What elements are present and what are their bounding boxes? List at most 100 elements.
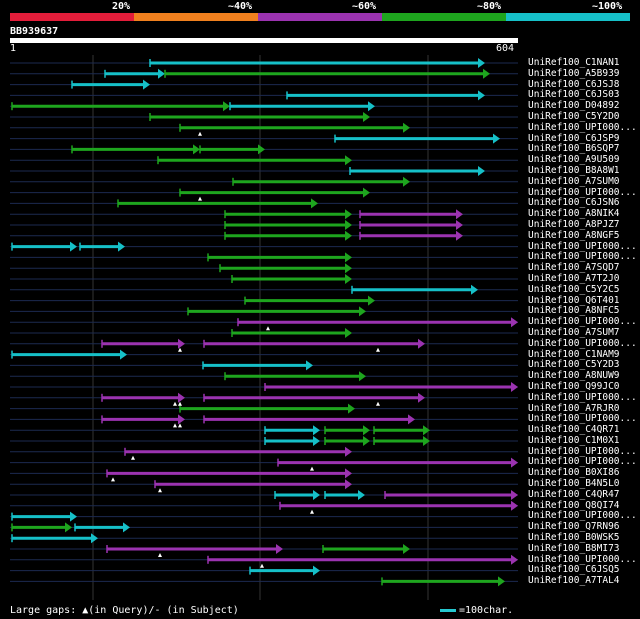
segment-arrow bbox=[223, 101, 230, 112]
hit-link[interactable]: UniRef100_C1NAN1 bbox=[528, 57, 620, 68]
hit-link[interactable]: UniRef100_UPI000... bbox=[528, 121, 637, 133]
hit-link[interactable]: UniRef100_UPI000... bbox=[528, 337, 637, 349]
query-start: 1 bbox=[10, 43, 17, 54]
hit-link[interactable]: UniRef100_UPI000... bbox=[528, 413, 637, 425]
hit-link[interactable]: UniRef100_A9U509 bbox=[528, 154, 620, 166]
hit-link[interactable]: UniRef100_A8NUW9 bbox=[528, 370, 620, 382]
hit-link[interactable]: UniRef100_A7SUM7 bbox=[528, 326, 620, 338]
query-gap-marker bbox=[178, 423, 182, 428]
hit-link[interactable]: UniRef100_A8NFC5 bbox=[528, 305, 620, 317]
hit-link[interactable]: UniRef100_B6SQP7 bbox=[528, 143, 620, 155]
hit-link[interactable]: UniRef100_A7T2J0 bbox=[528, 272, 620, 284]
segment-arrow bbox=[363, 187, 370, 198]
query-gap-marker bbox=[310, 466, 314, 471]
query-gap-marker bbox=[131, 455, 135, 460]
hit-link[interactable]: UniRef100_A8PJZ7 bbox=[528, 218, 620, 230]
segment-arrow bbox=[313, 436, 320, 446]
segment-arrow bbox=[368, 295, 375, 306]
hit-link[interactable]: UniRef100_C1NAM9 bbox=[528, 348, 620, 360]
segment-arrow bbox=[345, 155, 352, 166]
segment-arrow bbox=[306, 360, 313, 371]
segment-arrow bbox=[363, 112, 370, 122]
hit-link[interactable]: UniRef100_Q7RN96 bbox=[528, 521, 620, 533]
segment-arrow bbox=[418, 392, 425, 403]
legend-band-100 bbox=[506, 13, 630, 21]
query-id: BB939637 bbox=[10, 26, 59, 37]
segment-arrow bbox=[423, 436, 430, 446]
hit-link[interactable]: UniRef100_D04892 bbox=[528, 100, 620, 112]
hit-link[interactable]: UniRef100_C5Y2D3 bbox=[528, 359, 620, 371]
segment-arrow bbox=[178, 338, 185, 349]
hit-link[interactable]: UniRef100_Q6T401 bbox=[528, 294, 620, 306]
segment-arrow bbox=[359, 371, 366, 382]
hit-link[interactable]: UniRef100_B0WSK5 bbox=[528, 532, 620, 544]
hit-link[interactable]: UniRef100_C1M0X1 bbox=[528, 434, 620, 446]
hit-link[interactable]: UniRef100_A8NIK4 bbox=[528, 208, 620, 220]
hit-link[interactable]: UniRef100_UPI000... bbox=[528, 510, 637, 522]
segment-arrow bbox=[178, 414, 185, 425]
hit-link[interactable]: UniRef100_B8A8W1 bbox=[528, 164, 620, 176]
hit-link[interactable]: UniRef100_A8NGF5 bbox=[528, 229, 620, 241]
segment-arrow bbox=[348, 403, 355, 414]
hit-link[interactable]: UniRef100_Q8QI74 bbox=[528, 499, 620, 511]
segment-arrow bbox=[403, 122, 410, 133]
hit-link[interactable]: UniRef100_C6JSQ5 bbox=[528, 564, 620, 576]
legend-band-60 bbox=[258, 13, 382, 21]
segment-arrow bbox=[511, 500, 518, 511]
segment-arrow bbox=[358, 490, 365, 500]
segment-arrow bbox=[498, 576, 505, 587]
segment-arrow bbox=[345, 209, 352, 220]
legend-label-60: ~60% bbox=[352, 1, 377, 12]
hit-link[interactable]: UniRef100_Q99JC0 bbox=[528, 380, 620, 392]
hit-link[interactable]: UniRef100_C6JS03 bbox=[528, 89, 620, 101]
hit-link[interactable]: UniRef100_UPI000... bbox=[528, 391, 637, 403]
segment-arrow bbox=[345, 230, 352, 241]
segment-arrow bbox=[423, 425, 430, 436]
segment-arrow bbox=[345, 468, 352, 479]
segment-arrow bbox=[143, 79, 150, 90]
hit-link[interactable]: UniRef100_A5B939 bbox=[528, 67, 620, 79]
hit-link[interactable]: UniRef100_C5Y2C5 bbox=[528, 283, 620, 295]
segment-arrow bbox=[91, 533, 98, 544]
query-gap-marker bbox=[173, 401, 177, 406]
hit-link[interactable]: UniRef100_B4N5L0 bbox=[528, 478, 620, 490]
segment-arrow bbox=[418, 338, 425, 349]
query-ruler bbox=[10, 38, 518, 43]
hit-link[interactable]: UniRef100_UPI000... bbox=[528, 456, 637, 468]
query-gap-marker bbox=[158, 488, 162, 493]
segment-arrow bbox=[345, 263, 352, 274]
hit-link[interactable]: UniRef100_UPI000... bbox=[528, 240, 637, 252]
hit-link[interactable]: UniRef100_B8MI73 bbox=[528, 542, 620, 554]
hit-link[interactable]: UniRef100_A7SUM0 bbox=[528, 175, 620, 187]
segment-arrow bbox=[345, 252, 352, 263]
segment-arrow bbox=[478, 166, 485, 176]
hit-link[interactable]: UniRef100_C6JSN6 bbox=[528, 197, 620, 209]
segment-arrow bbox=[368, 101, 375, 112]
legend-band-40 bbox=[134, 13, 258, 21]
hit-link[interactable]: UniRef100_C6JSJ8 bbox=[528, 78, 620, 90]
hit-link[interactable]: UniRef100_UPI000... bbox=[528, 553, 637, 565]
hit-link[interactable]: UniRef100_UPI000... bbox=[528, 316, 637, 328]
hit-link[interactable]: UniRef100_UPI000... bbox=[528, 445, 637, 457]
segment-arrow bbox=[493, 133, 500, 144]
hit-link[interactable]: UniRef100_C4QR71 bbox=[528, 424, 620, 436]
segment-arrow bbox=[511, 317, 518, 328]
segment-arrow bbox=[363, 436, 370, 446]
hit-link[interactable]: UniRef100_C4QR47 bbox=[528, 488, 620, 500]
hit-link[interactable]: UniRef100_B0XI86 bbox=[528, 467, 620, 479]
hit-link[interactable]: UniRef100_A7SQD7 bbox=[528, 262, 620, 274]
query-gap-marker bbox=[158, 553, 162, 557]
hit-link[interactable]: UniRef100_C5Y2D0 bbox=[528, 110, 620, 122]
hit-link[interactable]: UniRef100_A7TAL4 bbox=[528, 575, 620, 587]
hit-link[interactable]: UniRef100_UPI000... bbox=[528, 186, 637, 198]
query-gap-marker bbox=[198, 196, 202, 201]
legend-label-40: ~40% bbox=[228, 1, 253, 12]
hit-link[interactable]: UniRef100_C6JSP9 bbox=[528, 132, 620, 144]
segment-arrow bbox=[313, 565, 320, 576]
hit-link[interactable]: UniRef100_UPI000... bbox=[528, 251, 637, 263]
hit-link[interactable]: UniRef100_A7RJR0 bbox=[528, 402, 620, 414]
segment-arrow bbox=[345, 220, 352, 230]
segment-arrow bbox=[345, 479, 352, 490]
scale-text: =100char. bbox=[459, 605, 514, 616]
query-gap-marker bbox=[173, 423, 177, 428]
